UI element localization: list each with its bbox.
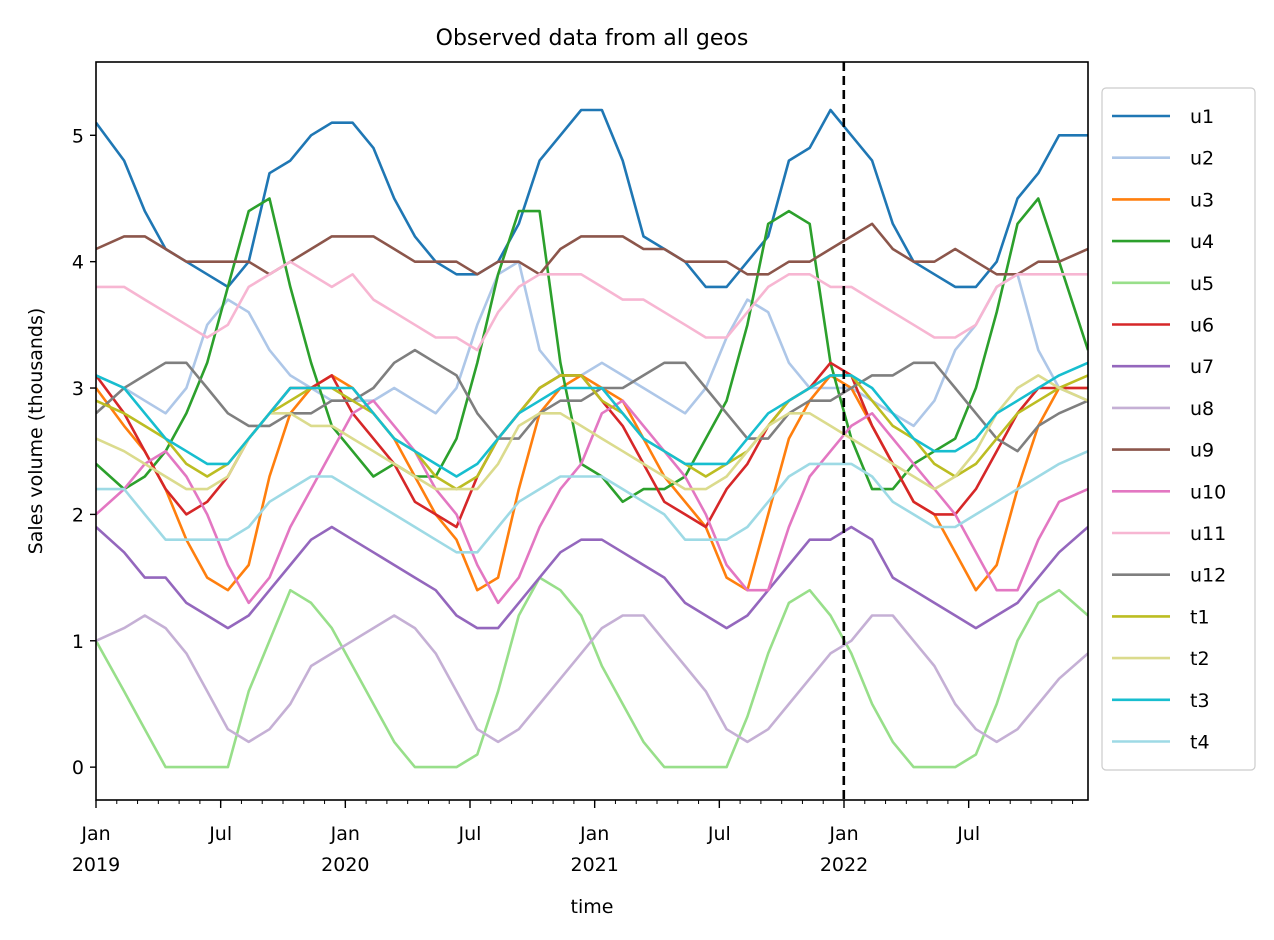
x-tick-year: 2019 bbox=[72, 854, 120, 876]
series-line-u10 bbox=[96, 399, 1088, 605]
y-tick-label: 5 bbox=[72, 125, 84, 147]
y-tick-label: 2 bbox=[72, 504, 84, 526]
series-line-u4 bbox=[96, 197, 1088, 504]
series-line-u12 bbox=[96, 348, 1088, 453]
legend-label-u10: u10 bbox=[1190, 481, 1226, 503]
x-tick-label: Jul bbox=[707, 823, 731, 845]
x-tick-label: Jul bbox=[956, 823, 980, 845]
legend-label-u12: u12 bbox=[1190, 565, 1226, 587]
y-tick-label: 0 bbox=[72, 757, 84, 779]
x-tick-year: 2020 bbox=[321, 854, 369, 876]
x-tick-year: 2022 bbox=[820, 854, 868, 876]
y-tick-label: 4 bbox=[72, 252, 84, 274]
legend-label-u8: u8 bbox=[1190, 398, 1214, 420]
series-line-u1 bbox=[96, 108, 1088, 289]
legend-label-t3: t3 bbox=[1190, 690, 1210, 712]
series-line-t2 bbox=[96, 374, 1088, 491]
legend-label-u4: u4 bbox=[1190, 231, 1214, 253]
series-line-u9 bbox=[96, 222, 1088, 276]
series-line-t3 bbox=[96, 361, 1088, 478]
x-tick-year: 2021 bbox=[570, 854, 618, 876]
legend: u1 u2 u3 u4 u5 u6 u7 u8 u9 u10 u11 u12 t1 t2 t3 t4 bbox=[1101, 87, 1256, 771]
x-tick-label: Jan bbox=[80, 823, 110, 845]
series-line-t4 bbox=[96, 450, 1088, 554]
legend-label-t1: t1 bbox=[1190, 606, 1210, 628]
series-line-u3 bbox=[96, 374, 1088, 592]
series-line-u2 bbox=[96, 260, 1088, 428]
y-axis-label: Sales volume (thousands) bbox=[25, 308, 47, 555]
plot-frame bbox=[95, 61, 1089, 801]
legend-label-u1: u1 bbox=[1190, 106, 1214, 128]
x-axis-label: time bbox=[571, 896, 614, 918]
legend-label-u2: u2 bbox=[1190, 148, 1214, 170]
x-tick-label: Jan bbox=[330, 823, 360, 845]
legend-label-t2: t2 bbox=[1190, 648, 1210, 670]
legend-label-u5: u5 bbox=[1190, 273, 1214, 295]
legend-label-u11: u11 bbox=[1190, 523, 1226, 545]
legend-label-t4: t4 bbox=[1190, 732, 1210, 754]
series-line-u7 bbox=[96, 525, 1088, 630]
x-tick-label: Jan bbox=[828, 823, 858, 845]
series-line-u8 bbox=[96, 614, 1088, 744]
y-tick-label: 1 bbox=[72, 631, 84, 653]
x-tick-label: Jul bbox=[208, 823, 232, 845]
x-tick-label: Jan bbox=[579, 823, 609, 845]
legend-label-u9: u9 bbox=[1190, 440, 1214, 462]
legend-label-u7: u7 bbox=[1190, 356, 1214, 378]
legend-label-u3: u3 bbox=[1190, 189, 1214, 211]
chart-title: Observed data from all geos bbox=[436, 26, 749, 51]
y-tick-label: 3 bbox=[72, 378, 84, 400]
legend-box bbox=[1101, 87, 1256, 771]
legend-label-u6: u6 bbox=[1190, 315, 1214, 337]
x-tick-label: Jul bbox=[458, 823, 482, 845]
series-line-u11 bbox=[96, 260, 1088, 352]
